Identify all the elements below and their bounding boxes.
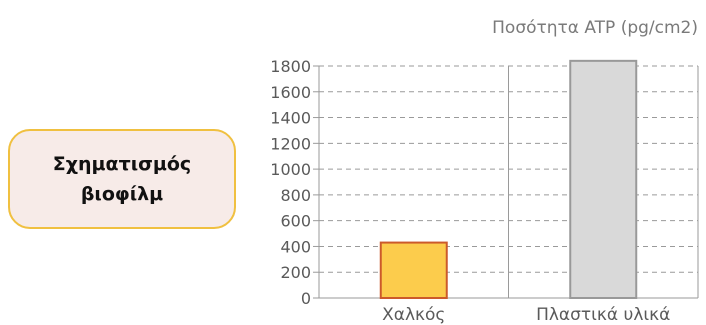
x-category-label: Πλαστικά υλικά xyxy=(536,305,670,325)
y-tick-label: 1400 xyxy=(270,109,311,128)
x-category-label: Χαλκός xyxy=(382,305,445,325)
y-tick-label: 600 xyxy=(280,212,311,231)
y-tick-label: 200 xyxy=(280,263,311,282)
biofilm-formation-label: Σχηματισμός βιοφίλμ xyxy=(52,153,192,205)
y-tick-label: 1800 xyxy=(270,57,311,76)
y-tick-label: 400 xyxy=(280,237,311,256)
y-axis-unit-label: Ποσότητα ATP (pg/cm2) xyxy=(492,18,698,38)
y-tick-label: 1600 xyxy=(270,83,311,102)
bar xyxy=(379,241,448,299)
y-tick-label: 1000 xyxy=(270,160,311,179)
biofilm-formation-box: Σχηματισμός βιοφίλμ xyxy=(8,129,236,229)
bar xyxy=(569,59,638,299)
y-tick-label: 0 xyxy=(301,289,311,308)
y-tick-label: 1200 xyxy=(270,134,311,153)
y-tick-label: 800 xyxy=(280,186,311,205)
